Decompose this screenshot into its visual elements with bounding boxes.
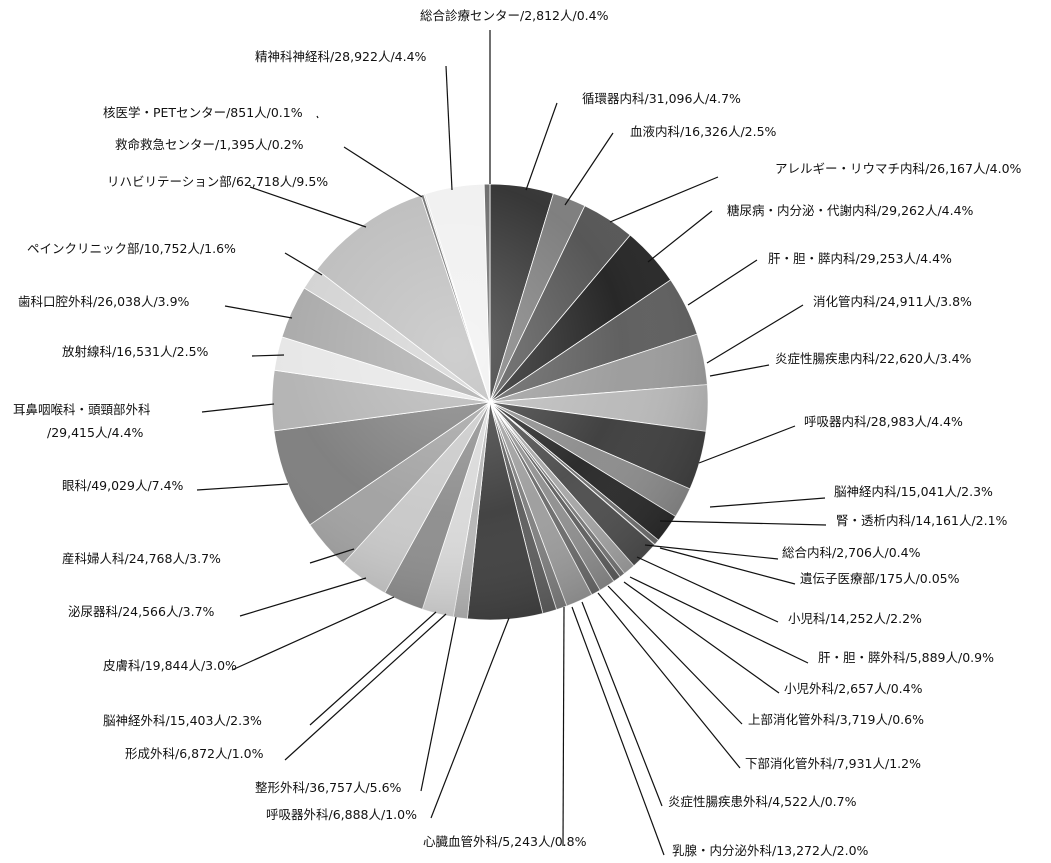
label-sogo-naika: 総合内科/2,706人/0.4% bbox=[782, 545, 921, 560]
slice-labels: 総合診療センター/2,812人/0.4% 精神科神経科/28,922人/4.4%… bbox=[13, 8, 1022, 858]
label-noshinkei-naika: 脳神経内科/15,041人/2.3% bbox=[834, 484, 993, 499]
label-seishinka: 精神科神経科/28,922人/4.4% bbox=[255, 49, 427, 64]
label-jibi-line1: 耳鼻咽喉科・頭頸部外科 bbox=[13, 402, 151, 417]
label-ketsueki-naika: 血液内科/16,326人/2.5% bbox=[630, 124, 777, 139]
label-allergy: アレルギー・リウマチ内科/26,167人/4.0% bbox=[775, 161, 1022, 176]
leader-line bbox=[597, 592, 741, 769]
leader-line bbox=[231, 596, 395, 671]
leader-line bbox=[525, 102, 558, 191]
label-kokyuki-naika: 呼吸器内科/28,983人/4.4% bbox=[804, 414, 963, 429]
leader-line bbox=[609, 176, 719, 223]
leader-line bbox=[309, 611, 437, 726]
label-ganka: 眼科/49,029人/7.4% bbox=[62, 478, 184, 493]
label-kantansui-geka: 肝・胆・膵外科/5,889人/0.9% bbox=[818, 650, 994, 665]
leader-line bbox=[571, 606, 665, 856]
leader-line bbox=[623, 581, 780, 694]
leader-line bbox=[659, 520, 827, 526]
label-kakuigaku: 核医学・PETセンター/851人/0.1% bbox=[103, 105, 303, 120]
label-noshinkei-geka: 脳神経外科/15,403人/2.3% bbox=[103, 713, 262, 728]
leader-line bbox=[581, 601, 663, 807]
label-pain-clinic: ペインクリニック部/10,752人/1.6% bbox=[27, 241, 236, 256]
label-hinyoki: 泌尿器科/24,566人/3.7% bbox=[68, 604, 215, 619]
label-sanka-fujinka: 産科婦人科/24,768人/3.7% bbox=[62, 551, 221, 566]
label-kokyuki-geka: 呼吸器外科/6,888人/1.0% bbox=[266, 807, 417, 822]
leader-line bbox=[647, 210, 713, 263]
label-seikei-geka: 整形外科/36,757人/5.6% bbox=[255, 780, 402, 795]
leader-line bbox=[659, 547, 796, 585]
leader-line bbox=[698, 425, 796, 464]
label-jin-toseki: 腎・透析内科/14,161人/2.1% bbox=[836, 513, 1008, 528]
label-jibi-line2: /29,415人/4.4% bbox=[47, 425, 144, 440]
label-shinzo-kekkan: 心臓血管外科/5,243人/0.8% bbox=[423, 834, 587, 849]
label-hifuka: 皮膚科/19,844人/3.0% bbox=[103, 658, 237, 673]
label-ibd-naika: 炎症性腸疾患内科/22,620人/3.4% bbox=[775, 351, 972, 366]
leader-line bbox=[706, 304, 804, 364]
leader-line bbox=[687, 259, 758, 306]
label-hoshasen: 放射線科/16,531人/2.5% bbox=[62, 344, 209, 359]
leader-line bbox=[284, 252, 323, 276]
leader-line bbox=[196, 483, 289, 491]
leader-line bbox=[249, 186, 367, 228]
leader-line bbox=[709, 497, 826, 508]
leader-lines bbox=[196, 30, 827, 856]
leader-line bbox=[430, 617, 510, 819]
label-shika-koku: 歯科口腔外科/26,038人/3.9% bbox=[18, 294, 190, 309]
leader-line bbox=[709, 364, 770, 377]
leader-line bbox=[629, 576, 809, 664]
leader-line bbox=[636, 556, 779, 623]
leader-line bbox=[251, 354, 285, 357]
leader-line bbox=[201, 403, 275, 413]
label-nyusen: 乳腺・内分泌外科/13,272人/2.0% bbox=[672, 843, 869, 858]
leader-line bbox=[607, 585, 743, 725]
leader-line bbox=[420, 616, 457, 792]
label-ibd-geka: 炎症性腸疾患外科/4,522人/0.7% bbox=[668, 794, 857, 809]
leader-line bbox=[644, 544, 779, 560]
label-shonika: 小児科/14,252人/2.2% bbox=[788, 611, 922, 626]
label-kantansui-naika: 肝・胆・膵内科/29,253人/4.4% bbox=[768, 251, 952, 266]
label-kabu-shokakan: 下部消化管外科/7,931人/1.2% bbox=[745, 756, 921, 771]
label-kyumei: 救命救急センター/1,395人/0.2% bbox=[115, 137, 304, 152]
leader-line bbox=[284, 613, 447, 761]
label-idenshi: 遺伝子医療部/175人/0.05% bbox=[800, 571, 960, 586]
leader-line bbox=[316, 115, 319, 119]
label-tonyobyo: 糖尿病・内分泌・代謝内科/29,262人/4.4% bbox=[727, 203, 974, 218]
leader-line bbox=[562, 606, 565, 847]
leader-line bbox=[445, 65, 453, 191]
label-junkanki-naika: 循環器内科/31,096人/4.7% bbox=[582, 91, 741, 106]
label-sogo-shinryo: 総合診療センター/2,812人/0.4% bbox=[420, 8, 609, 23]
label-jobu-shokakan: 上部消化管外科/3,719人/0.6% bbox=[748, 712, 924, 727]
leader-line bbox=[343, 146, 423, 198]
label-shoni-geka: 小児外科/2,657人/0.4% bbox=[784, 681, 923, 696]
label-rehabilitation: リハビリテーション部/62,718人/9.5% bbox=[107, 174, 328, 189]
leader-line bbox=[224, 305, 293, 319]
label-keisei-geka: 形成外科/6,872人/1.0% bbox=[125, 746, 264, 761]
label-shokakan-naika: 消化管内科/24,911人/3.8% bbox=[813, 294, 972, 309]
leader-line bbox=[564, 132, 614, 206]
leader-line bbox=[309, 548, 355, 564]
leader-line bbox=[239, 577, 367, 617]
